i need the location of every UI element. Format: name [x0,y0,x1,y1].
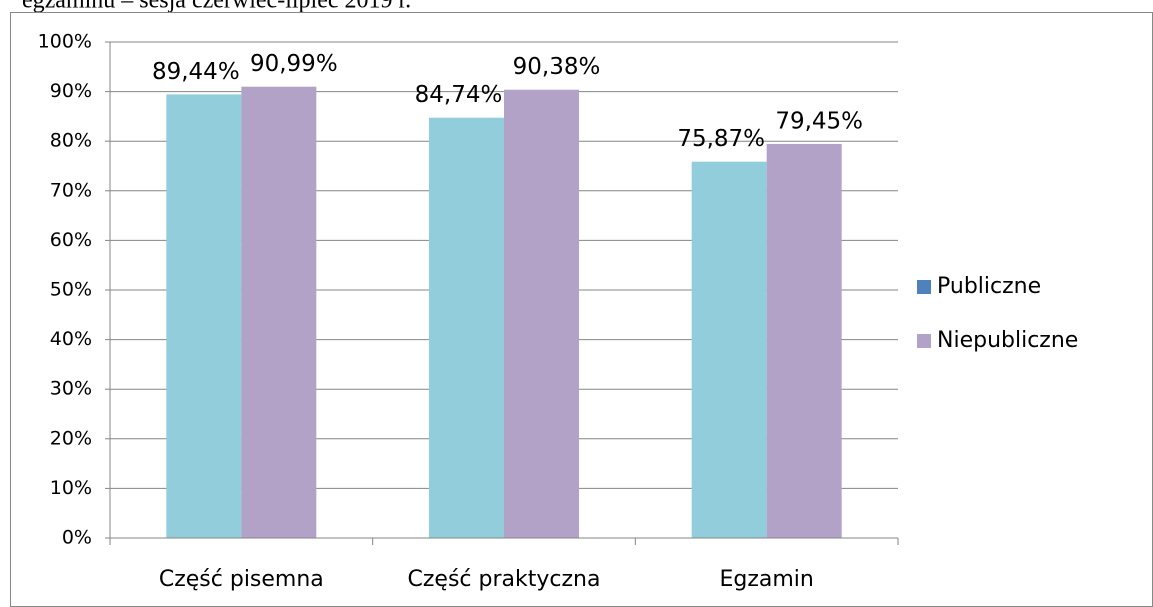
value-label: 75,87% [677,126,765,152]
y-tick-label: 50% [50,279,92,301]
y-tick-label: 20% [50,427,92,449]
bar [429,117,504,538]
y-tick-label: 90% [50,80,92,102]
y-tick-label: 60% [50,229,92,251]
value-label: 84,74% [415,82,503,108]
legend-swatch [917,334,931,348]
value-label: 90,38% [513,54,601,80]
bar [241,86,317,538]
legend-label: Publiczne [937,274,1041,299]
value-label: 90,99% [250,51,338,77]
y-tick-label: 100% [38,31,92,53]
bar [504,89,579,538]
bar [166,94,242,539]
legend-swatch [917,280,931,294]
y-tick-label: 30% [50,378,92,400]
legend-label: Niepubliczne [937,328,1078,353]
bar [766,143,842,539]
y-tick-label: 0% [62,527,92,549]
value-label: 79,45% [775,108,863,134]
y-tick-label: 40% [50,328,92,350]
value-label: 89,44% [152,59,240,85]
chart-title: egzaminu – sesja czerwiec-lipiec 2019 r. [22,0,411,14]
y-tick-label: 70% [50,179,92,201]
y-tick-label: 10% [50,477,92,499]
y-tick-label: 80% [50,130,92,152]
x-tick-label: Część praktyczna [408,567,601,592]
bar [691,161,767,538]
x-tick-label: Egzamin [719,567,813,592]
x-tick-label: Część pisemna [159,567,324,592]
